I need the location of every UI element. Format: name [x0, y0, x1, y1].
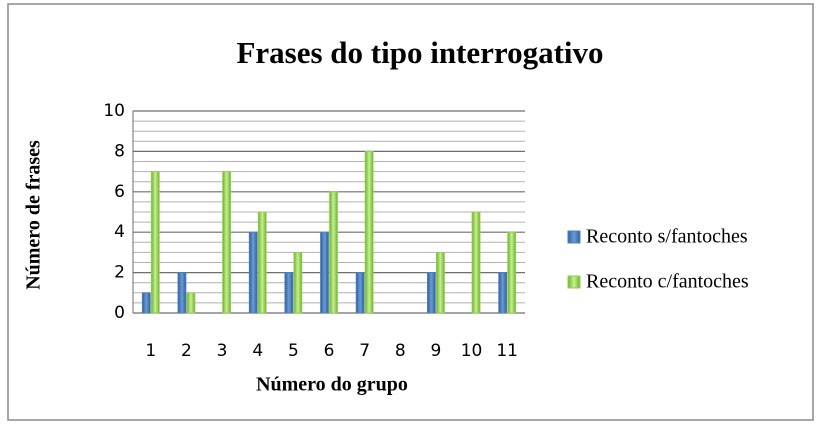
y-tick-label: 2: [114, 263, 125, 283]
legend-label: Reconto c/fantoches: [586, 271, 749, 293]
x-tick-label: 8: [395, 341, 406, 361]
x-tick-label: 9: [430, 341, 441, 361]
bar: [507, 231, 517, 314]
bar: [329, 191, 338, 314]
x-tick-label: 10: [461, 341, 483, 361]
bar: [284, 272, 294, 314]
bar: [257, 211, 267, 314]
bar: [177, 272, 187, 314]
x-tick-label: 1: [145, 341, 156, 361]
legend-swatch: [567, 275, 581, 289]
y-tick-label: 0: [114, 303, 125, 323]
bar: [364, 150, 374, 314]
y-tick-label: 4: [114, 222, 125, 242]
bar: [320, 231, 329, 314]
bar: [150, 171, 160, 314]
x-tick-label: 5: [288, 341, 299, 361]
chart-title: Frases do tipo interrogativo: [236, 35, 603, 70]
bar: [141, 292, 151, 314]
x-tick-label: 4: [252, 341, 263, 361]
legend-label: Reconto s/fantoches: [586, 226, 748, 248]
bar: [222, 171, 231, 314]
x-tick-label: 3: [217, 341, 228, 361]
bar: [248, 231, 258, 314]
x-tick-label: 11: [496, 341, 518, 361]
bar: [355, 272, 365, 314]
y-tick-label: 6: [114, 182, 125, 202]
y-axis-label: Número de frases: [23, 140, 45, 290]
x-tick-label: 6: [324, 341, 335, 361]
bar: [498, 272, 508, 314]
bar: [186, 292, 196, 314]
x-tick-label: 7: [359, 341, 370, 361]
y-tick-label: 8: [114, 141, 125, 161]
bar: [293, 251, 303, 314]
bar: [427, 272, 436, 314]
bar: [471, 211, 481, 314]
bar: [436, 251, 445, 314]
x-axis-label: Número do grupo: [256, 374, 408, 396]
y-tick-label: 10: [103, 101, 125, 121]
legend-swatch: [567, 230, 581, 244]
x-tick-label: 2: [181, 341, 192, 361]
